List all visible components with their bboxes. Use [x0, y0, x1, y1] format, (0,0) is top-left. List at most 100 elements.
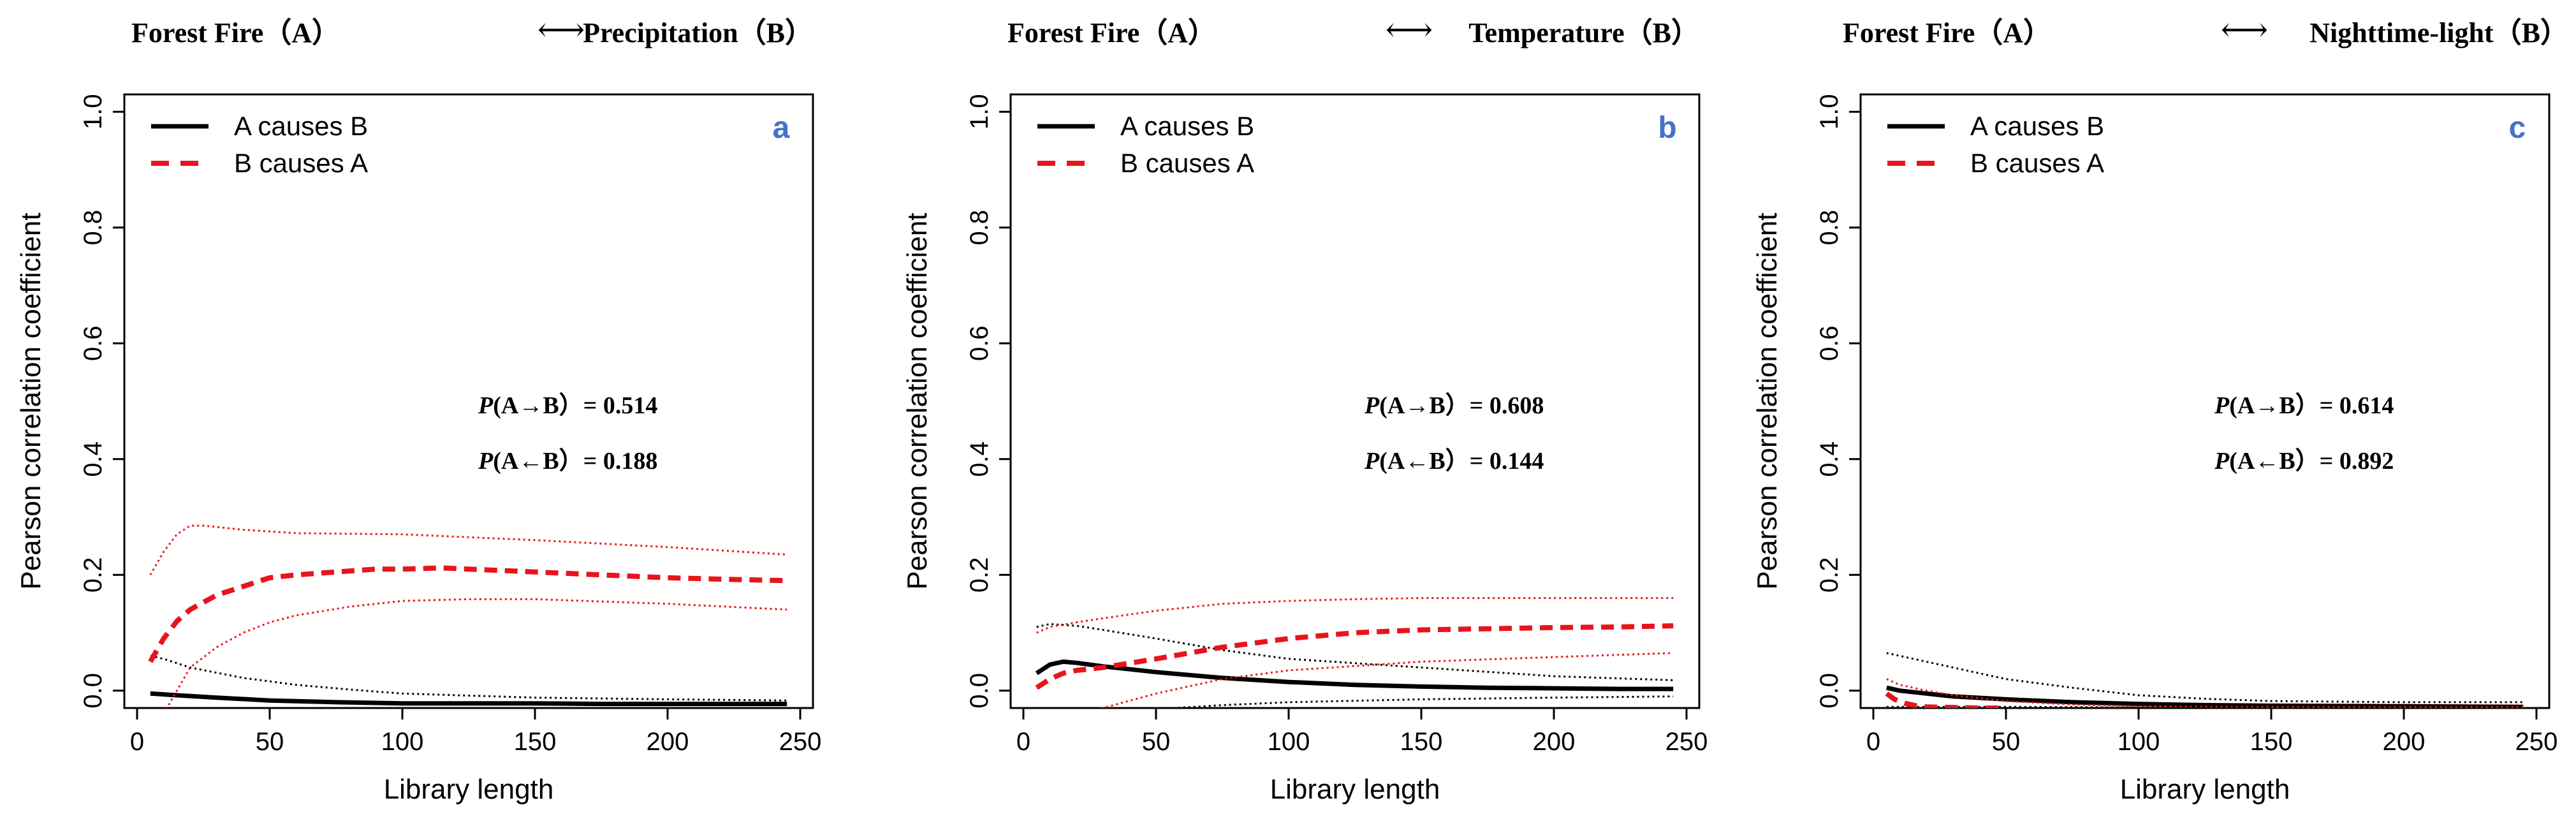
- x-axis-label: Library length: [1270, 774, 1440, 805]
- p-value-text: (A→B）= 0.608: [1379, 392, 1544, 419]
- series-line-b-causes-a: [1035, 623, 1674, 690]
- panel-letter: b: [1658, 111, 1676, 145]
- legend-label-b-causes-a: B causes A: [1970, 148, 2104, 178]
- y-tick-label: 0.8: [965, 210, 993, 246]
- header-right-label: Temperature（B）: [1468, 17, 1699, 48]
- x-tick-label: 50: [1142, 728, 1171, 756]
- y-tick-label: 0.2: [1815, 557, 1843, 593]
- x-tick-label: 100: [2118, 728, 2160, 756]
- legend-label-a-causes-b: A causes B: [234, 111, 368, 141]
- y-axis-label: Pearson correlation coefficient: [1752, 212, 1783, 589]
- legend-label-a-causes-b: A causes B: [1970, 111, 2104, 141]
- x-tick-label: 200: [1533, 728, 1576, 756]
- x-tick-label: 250: [779, 728, 822, 756]
- y-axis-label: Pearson correlation coefficient: [15, 212, 47, 589]
- y-tick-label: 0.4: [1815, 441, 1843, 477]
- y-tick-label: 0.0: [79, 673, 107, 709]
- plot-frame: [1009, 93, 1701, 709]
- header-arrow: ⟷: [538, 12, 585, 48]
- y-tick-label: 0.0: [965, 673, 993, 709]
- header-left-label: Forest Fire（A）: [131, 17, 340, 48]
- y-tick-label: 0.6: [1815, 325, 1843, 361]
- x-tick-label: 0: [1016, 728, 1030, 756]
- series-line-a-causes-b-upper: [1886, 652, 2524, 704]
- x-tick-label: 0: [130, 728, 144, 756]
- p-value-text: (A←B）= 0.892: [2229, 448, 2394, 475]
- series-line-a-causes-b-upper: [1036, 623, 1674, 681]
- x-tick-label: 200: [2383, 728, 2426, 756]
- p-value-text: (A←B）= 0.188: [493, 448, 657, 475]
- header-left-label: Forest Fire（A）: [1007, 17, 1216, 48]
- legend-label-b-causes-a: B causes A: [234, 148, 368, 178]
- y-tick-label: 0.0: [1815, 673, 1843, 709]
- x-tick-label: 200: [647, 728, 689, 756]
- y-tick-label: 1.0: [1815, 94, 1843, 129]
- y-tick-label: 1.0: [79, 94, 107, 129]
- p-symbol: P: [1364, 392, 1380, 419]
- legend-label-a-causes-b: A causes B: [1120, 111, 1254, 141]
- series-group: [1035, 597, 1674, 708]
- y-tick-label: 0.8: [79, 210, 107, 246]
- p-symbol: P: [478, 448, 494, 475]
- y-tick-label: 1.0: [965, 94, 993, 129]
- x-tick-label: 250: [1665, 728, 1708, 756]
- x-tick-label: 150: [514, 728, 557, 756]
- series-line-b-causes-a-upper: [149, 524, 787, 576]
- x-tick-label: 250: [2515, 728, 2558, 756]
- header-left-label: Forest Fire（A）: [1843, 17, 2051, 48]
- header-arrow: ⟷: [1386, 12, 1433, 48]
- plot-frame: [123, 93, 814, 709]
- series-line-b-causes-a-lower: [166, 598, 787, 708]
- y-tick-label: 0.6: [965, 325, 993, 361]
- x-tick-label: 50: [256, 728, 284, 756]
- x-tick-label: 150: [1400, 728, 1443, 756]
- p-symbol: P: [2214, 448, 2230, 475]
- panel-letter: c: [2509, 111, 2526, 145]
- chart-panel-a: Forest Fire（A） ⟷Precipitation（B） 0.0 0.2 0.4…: [15, 12, 821, 805]
- y-tick-label: 0.6: [79, 325, 107, 361]
- p-value-annotation: P(A→B）= 0.614: [2214, 392, 2394, 419]
- p-value-annotation: P(A→B）= 0.514: [478, 392, 657, 419]
- x-axis-label: Library length: [384, 774, 554, 805]
- p-value-annotation: P(A→B）= 0.608: [1364, 392, 1544, 419]
- series-group: [1885, 652, 2524, 708]
- p-symbol: P: [478, 392, 494, 419]
- series-line-a-causes-b: [1886, 685, 2524, 708]
- y-tick-label: 0.2: [79, 557, 107, 593]
- x-axis-label: Library length: [2120, 774, 2290, 805]
- x-tick-label: 0: [1866, 728, 1880, 756]
- series-line-b-causes-a-upper: [1886, 678, 2524, 708]
- panel-letter: a: [773, 111, 790, 145]
- series-line-b-causes-a: [1885, 691, 2006, 708]
- y-axis-label: Pearson correlation coefficient: [902, 212, 933, 589]
- header-arrow: ⟷: [2221, 12, 2269, 48]
- series-group: [148, 524, 787, 708]
- p-value-text: (A←B）= 0.144: [1379, 448, 1544, 475]
- x-tick-label: 150: [2250, 728, 2293, 756]
- series-line-b-causes-a-upper: [1036, 597, 1674, 634]
- header-right-label: Nighttime-light（B）: [2309, 17, 2568, 48]
- p-value-text: (A→B）= 0.614: [2229, 392, 2394, 419]
- chart-panel-b: Forest Fire（A） ⟷ Temperature（B） 0.0 0.2 0.4 0.…: [902, 12, 1708, 805]
- y-tick-label: 0.4: [79, 441, 107, 477]
- y-tick-label: 0.8: [1815, 210, 1843, 246]
- p-symbol: P: [1364, 448, 1380, 475]
- series-line-b-causes-a: [148, 565, 787, 663]
- p-value-annotation: P(A←B）= 0.188: [478, 448, 657, 475]
- p-value-text: (A→B）= 0.514: [493, 392, 657, 419]
- p-value-annotation: P(A←B）= 0.144: [1364, 448, 1544, 475]
- x-tick-label: 100: [1268, 728, 1310, 756]
- series-line-a-causes-b: [1035, 659, 1674, 691]
- header-right-label: Precipitation（B）: [583, 17, 813, 48]
- legend-label-b-causes-a: B causes A: [1120, 148, 1254, 178]
- p-symbol: P: [2214, 392, 2230, 419]
- y-tick-label: 0.4: [965, 441, 993, 477]
- x-tick-label: 100: [381, 728, 424, 756]
- chart-panel-c: Forest Fire（A） ⟷ Nighttime-light（B） 0.0 0.2 0…: [1752, 12, 2568, 805]
- x-tick-label: 50: [1992, 728, 2021, 756]
- series-line-a-causes-b-lower: [1159, 695, 1674, 708]
- p-value-annotation: P(A←B）= 0.892: [2214, 448, 2394, 475]
- series-line-a-causes-b: [150, 691, 787, 707]
